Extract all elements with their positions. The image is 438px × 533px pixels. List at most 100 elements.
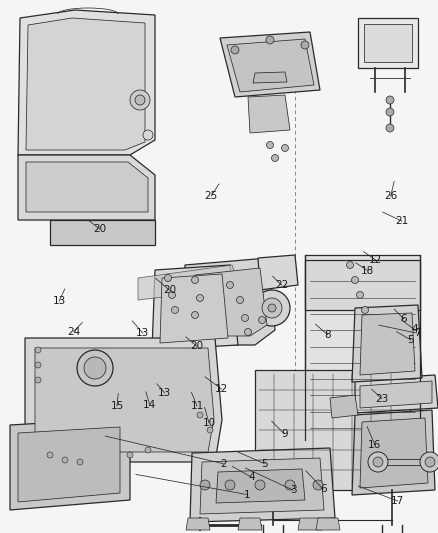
Text: 12: 12 (215, 384, 228, 394)
Circle shape (386, 124, 394, 132)
Text: 20: 20 (191, 342, 204, 351)
Circle shape (386, 96, 394, 104)
Circle shape (285, 480, 295, 490)
Text: 9: 9 (281, 429, 288, 439)
Circle shape (373, 457, 383, 467)
Circle shape (77, 459, 83, 465)
Circle shape (197, 412, 203, 418)
Circle shape (143, 130, 153, 140)
Circle shape (268, 304, 276, 312)
Text: 18: 18 (361, 266, 374, 276)
Polygon shape (305, 255, 420, 440)
Text: 26: 26 (384, 191, 397, 201)
Text: 3: 3 (290, 486, 297, 495)
Circle shape (425, 457, 435, 467)
Circle shape (386, 108, 394, 116)
Circle shape (191, 311, 198, 319)
Text: 4: 4 (248, 472, 255, 482)
Circle shape (237, 296, 244, 303)
Text: 23: 23 (375, 394, 389, 403)
Polygon shape (316, 518, 340, 530)
Circle shape (282, 144, 289, 151)
Circle shape (207, 427, 213, 433)
Text: 16: 16 (368, 440, 381, 450)
Text: 15: 15 (110, 401, 124, 411)
Circle shape (244, 328, 251, 335)
Circle shape (225, 480, 235, 490)
Polygon shape (253, 72, 287, 83)
Circle shape (35, 347, 41, 353)
Polygon shape (258, 255, 298, 290)
Circle shape (62, 457, 68, 463)
Polygon shape (364, 24, 412, 62)
Circle shape (191, 277, 198, 284)
Polygon shape (355, 375, 438, 413)
Circle shape (266, 141, 273, 149)
Circle shape (313, 480, 323, 490)
Polygon shape (138, 265, 240, 300)
Circle shape (272, 155, 279, 161)
Text: 2: 2 (220, 459, 227, 469)
Text: 4: 4 (411, 325, 418, 334)
Circle shape (84, 357, 106, 379)
Circle shape (352, 277, 358, 284)
Polygon shape (298, 518, 322, 530)
Text: 14: 14 (143, 400, 156, 410)
Polygon shape (10, 418, 130, 510)
Circle shape (254, 290, 290, 326)
Text: 5: 5 (407, 335, 414, 345)
Circle shape (258, 317, 265, 324)
Text: 13: 13 (158, 388, 171, 398)
Circle shape (165, 274, 172, 281)
Circle shape (346, 262, 353, 269)
Text: 11: 11 (191, 401, 204, 411)
Text: 6: 6 (320, 484, 327, 494)
Circle shape (361, 306, 368, 313)
Circle shape (226, 281, 233, 288)
Polygon shape (18, 427, 120, 502)
Polygon shape (352, 410, 435, 495)
Polygon shape (360, 381, 432, 408)
Circle shape (145, 447, 151, 453)
Polygon shape (160, 274, 228, 343)
Polygon shape (18, 10, 155, 155)
Polygon shape (352, 305, 422, 382)
Polygon shape (192, 268, 267, 336)
Polygon shape (238, 518, 262, 530)
Polygon shape (358, 18, 418, 68)
Polygon shape (26, 162, 148, 212)
Circle shape (77, 350, 113, 386)
Polygon shape (26, 18, 145, 150)
Polygon shape (216, 469, 305, 503)
Polygon shape (190, 448, 335, 522)
Polygon shape (35, 348, 214, 452)
Text: 12: 12 (369, 255, 382, 265)
Circle shape (197, 295, 204, 302)
Circle shape (255, 480, 265, 490)
Text: 20: 20 (93, 224, 106, 234)
Circle shape (266, 36, 274, 44)
Polygon shape (255, 370, 410, 490)
Polygon shape (182, 258, 275, 345)
Text: 6: 6 (400, 314, 407, 324)
Circle shape (357, 292, 364, 298)
Polygon shape (18, 155, 155, 220)
Circle shape (47, 452, 53, 458)
Circle shape (130, 90, 150, 110)
Circle shape (172, 306, 179, 313)
Text: 21: 21 (396, 216, 409, 226)
Polygon shape (360, 418, 428, 488)
Text: 10: 10 (202, 418, 215, 427)
Circle shape (200, 480, 210, 490)
Polygon shape (248, 95, 290, 133)
Circle shape (135, 95, 145, 105)
Circle shape (241, 314, 248, 321)
Circle shape (127, 452, 133, 458)
Text: 25: 25 (205, 191, 218, 201)
Polygon shape (227, 39, 314, 92)
Polygon shape (186, 518, 210, 530)
Text: 8: 8 (324, 330, 331, 340)
Text: 17: 17 (391, 496, 404, 506)
Text: 22: 22 (275, 280, 288, 290)
Circle shape (169, 292, 176, 298)
